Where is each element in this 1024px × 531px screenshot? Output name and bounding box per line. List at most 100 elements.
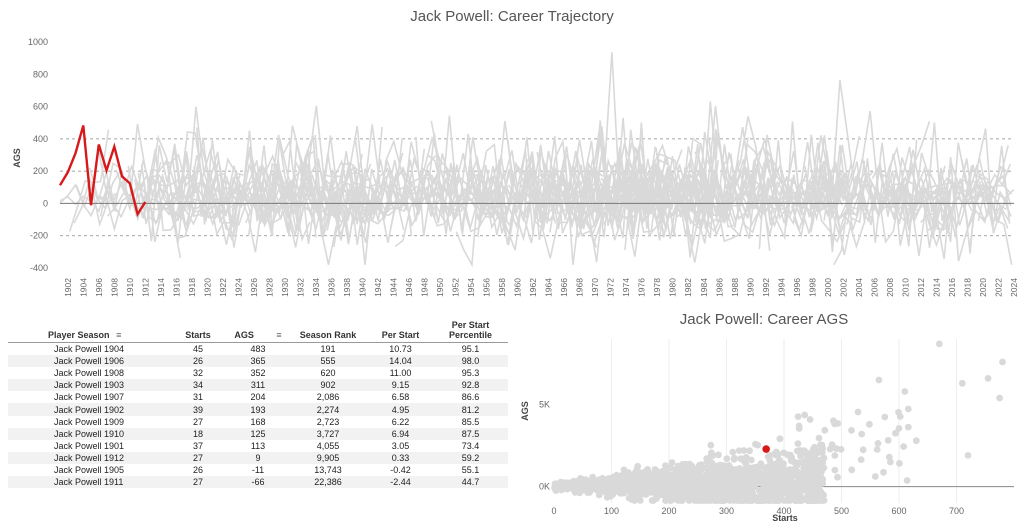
background-season-point — [693, 465, 701, 473]
background-season-point — [653, 495, 660, 502]
background-season-point — [723, 455, 731, 463]
background-career-line — [740, 134, 874, 239]
background-season-point — [780, 480, 788, 488]
jack-powell-career-point[interactable] — [762, 445, 770, 453]
background-season-point — [746, 470, 754, 478]
background-season-point — [748, 456, 755, 464]
background-season-point — [728, 488, 736, 496]
cell-per-start: 14.04 — [389, 356, 412, 367]
cell-starts: 31 — [192, 392, 203, 403]
background-career-line — [964, 176, 1005, 212]
background-season-point — [677, 466, 685, 474]
table-row[interactable]: Jack Powell 1911 27 -66 22,386 -2.44 44.7 — [8, 476, 508, 489]
season-table: Player Season ≡ Starts AGS ≡ Season Rank… — [8, 318, 508, 528]
header-ags[interactable]: AGS ≡ — [234, 330, 282, 340]
sort-descending-icon[interactable]: ≡ — [116, 330, 122, 340]
y-tick-label: 0 — [43, 198, 48, 208]
cell-per-start: 11.00 — [389, 368, 412, 379]
x-tick-label: 600 — [891, 506, 906, 516]
table-row[interactable]: Jack Powell 1910 18 125 3,727 6.94 87.5 — [8, 427, 508, 440]
header-per-start-percentile[interactable]: Per Start Percentile — [448, 320, 493, 340]
background-season-point — [834, 473, 841, 481]
x-tick-label: 1996 — [792, 278, 802, 297]
cell-ags: 125 — [250, 428, 266, 439]
header-season-rank[interactable]: Season Rank — [299, 330, 357, 340]
cell-starts: 39 — [192, 404, 203, 415]
cell-per-start: 0.33 — [391, 452, 410, 463]
background-season-point — [770, 497, 778, 504]
background-season-point — [708, 468, 716, 475]
background-season-point — [764, 487, 772, 495]
cell-player-season: Jack Powell 1906 — [54, 356, 125, 367]
header-starts[interactable]: Starts — [185, 330, 211, 340]
background-season-point — [848, 427, 855, 434]
x-tick-label: 1958 — [497, 278, 507, 297]
header-per-start[interactable]: Per Start — [381, 330, 420, 340]
x-tick-label: 2014 — [931, 278, 941, 297]
table-row[interactable]: Jack Powell 1908 32 352 620 11.00 95.3 — [8, 367, 508, 379]
x-tick-label: 1988 — [730, 278, 740, 297]
table-row[interactable]: Jack Powell 1906 26 365 555 14.04 98.0 — [8, 355, 508, 368]
background-season-point — [712, 481, 720, 489]
cell-ags: 483 — [250, 344, 266, 355]
background-career-line — [976, 174, 1009, 227]
cell-player-season: Jack Powell 1912 — [54, 452, 125, 463]
notable-season-point — [958, 379, 966, 387]
background-career-line — [251, 150, 338, 238]
cell-starts: 27 — [192, 416, 203, 427]
cell-starts: 26 — [192, 464, 203, 475]
background-season-point — [775, 484, 783, 492]
background-career-line — [847, 191, 865, 208]
background-season-point — [814, 472, 822, 479]
sort-descending-icon[interactable]: ≡ — [276, 330, 282, 340]
table-row[interactable]: Jack Powell 1912 27 9 9,905 0.33 59.2 — [8, 451, 508, 464]
background-season-point — [828, 441, 836, 448]
scatter-chart[interactable]: AGS Starts 5K 0K 0 100 200 300 400 500 600 700 — [514, 331, 1024, 531]
cell-starts: 32 — [192, 368, 203, 379]
table-row[interactable]: Jack Powell 1909 27 168 2,723 6.22 85.5 — [8, 416, 508, 428]
table-row[interactable]: Jack Powell 1904 45 483 191 10.73 95.1 — [8, 343, 508, 356]
cell-per-start: -2.44 — [390, 477, 411, 488]
background-season-point — [896, 413, 904, 420]
background-career-line — [607, 117, 741, 236]
background-season-point — [821, 426, 829, 434]
header-player-season[interactable]: Player Season ≡ — [48, 330, 122, 340]
trajectory-chart-title: Jack Powell: Career Trajectory — [410, 8, 614, 25]
background-career-line — [846, 110, 902, 244]
background-season-point — [848, 466, 856, 474]
table-row[interactable]: Jack Powell 1901 37 113 4,055 3.05 73.4 — [8, 440, 508, 452]
cell-player-season: Jack Powell 1903 — [54, 380, 125, 391]
background-career-line — [186, 146, 274, 245]
background-season-point — [874, 440, 882, 447]
x-tick-label: 1982 — [683, 278, 693, 297]
background-career-line — [337, 163, 440, 225]
cell-player-season: Jack Powell 1910 — [54, 428, 125, 439]
cell-percentile: 95.1 — [461, 344, 480, 355]
table-row[interactable]: Jack Powell 1905 26 -11 13,743 -0.42 55.1 — [8, 464, 508, 476]
x-tick-label: 1980 — [668, 278, 678, 297]
jack-powell-career-line[interactable] — [58, 125, 147, 218]
background-career-line — [960, 145, 1009, 225]
x-tick-label: 1994 — [776, 278, 786, 297]
cell-season-rank: 9,905 — [316, 452, 340, 463]
table-row[interactable]: Jack Powell 1902 39 193 2,274 4.95 81.2 — [8, 403, 508, 416]
notable-season-point — [964, 452, 972, 459]
background-season-point — [794, 440, 802, 447]
background-season-point — [795, 484, 803, 492]
background-season-point — [854, 408, 862, 416]
background-season-point — [718, 480, 726, 488]
x-tick-label: 400 — [776, 506, 791, 516]
x-tick-label: 1948 — [420, 278, 430, 297]
background-career-line — [692, 140, 803, 238]
background-season-point — [622, 482, 629, 490]
background-career-line — [245, 125, 363, 237]
cell-starts: 37 — [192, 440, 203, 451]
cell-ags: 168 — [250, 416, 266, 427]
background-season-point — [647, 488, 655, 496]
table-row[interactable]: Jack Powell 1903 34 311 902 9.15 92.8 — [8, 379, 508, 392]
cell-per-start: 6.58 — [391, 392, 410, 403]
table-row[interactable]: Jack Powell 1907 31 204 2,086 6.58 86.6 — [8, 391, 508, 403]
cell-percentile: 85.5 — [461, 416, 480, 427]
background-season-point — [745, 464, 753, 472]
